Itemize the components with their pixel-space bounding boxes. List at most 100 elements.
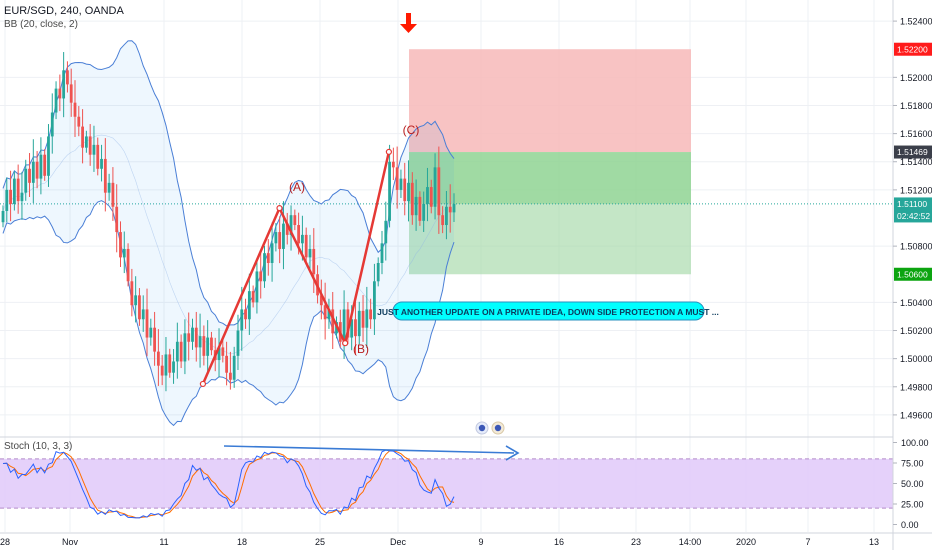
candle-body: [441, 215, 445, 226]
wave-point-0: [199, 380, 207, 388]
candle-body: [9, 189, 12, 204]
candle-body: [81, 126, 84, 148]
candle-body: [172, 361, 175, 373]
time-axis-label: 16: [554, 537, 564, 547]
time-axis-label: 9: [478, 537, 483, 547]
candle-body: [418, 196, 422, 221]
candle-body: [100, 158, 103, 169]
candle-body: [5, 189, 9, 211]
candle-body: [304, 234, 308, 258]
stoch-tick-label: 25.00: [901, 500, 924, 510]
price-tick-label: 1.50800: [900, 242, 932, 252]
time-axis-label: 7: [805, 537, 810, 547]
candle-body: [282, 223, 285, 249]
candle-body: [452, 203, 456, 213]
candle-body: [164, 354, 168, 376]
time-axis-label: Nov: [62, 537, 79, 547]
candle-body: [403, 178, 407, 202]
bb-lower-band: [2, 200, 455, 427]
candles: [1, 52, 456, 392]
candle-body: [289, 215, 293, 235]
candle-body: [380, 243, 384, 264]
candle-body: [270, 243, 274, 264]
candle-body: [141, 309, 145, 320]
candle-body: [153, 327, 156, 352]
candle-body: [202, 336, 206, 356]
candle-body: [43, 154, 47, 176]
candle-body: [179, 341, 183, 362]
candle-body: [198, 336, 202, 348]
candle-body: [448, 206, 452, 213]
price-badge-target: [894, 267, 932, 281]
candle-body: [433, 167, 437, 207]
candle-body: [327, 309, 331, 320]
price-tick-label: 1.51400: [900, 157, 932, 167]
candle-body: [126, 248, 130, 282]
time-axis-label: 2020: [736, 537, 756, 547]
take-profit-zone: [409, 203, 691, 275]
candle-body: [35, 161, 39, 179]
symbol-title: EUR/SGD, 240, OANDA: [4, 5, 124, 17]
event-marker-icon[interactable]: [491, 421, 505, 435]
candle-body: [399, 178, 403, 190]
wave-point-2: [342, 340, 349, 347]
candle-body: [422, 203, 426, 221]
time-axis-label: 14:00: [679, 537, 702, 547]
candle-body: [191, 327, 194, 342]
candle-body: [194, 327, 198, 348]
candle-body: [66, 70, 69, 85]
price-badge-label: 02:42:52: [897, 211, 930, 221]
price-badge-label: 1.52200: [897, 44, 928, 54]
candle-body: [323, 305, 327, 320]
candle-body: [251, 291, 255, 303]
candle-body: [24, 168, 28, 193]
candle-body: [225, 355, 229, 373]
price-tick-label: 1.49800: [900, 382, 932, 392]
event-marker-icon[interactable]: [475, 421, 489, 435]
candle-body: [297, 225, 301, 244]
candle-body: [28, 168, 31, 183]
stoch-tick-label: 0.00: [901, 520, 919, 530]
time-axis-label: 11: [159, 537, 168, 547]
candle-body: [437, 167, 441, 216]
candle-body: [354, 319, 357, 337]
candle-body: [217, 347, 221, 361]
candle-body: [149, 327, 153, 338]
candle-body: [77, 116, 81, 127]
candle-body: [84, 136, 88, 148]
candle-body: [232, 355, 236, 380]
bb-indicator-label: BB (20, close, 2): [4, 19, 78, 30]
candle-body: [319, 295, 323, 306]
candle-body: [384, 220, 388, 244]
candle-body: [206, 337, 210, 356]
candle-body: [187, 333, 191, 342]
time-axis-label: 28: [0, 537, 10, 547]
annotation-callout[interactable]: JUST ANOTHER UPDATE ON A PRIVATE IDEA, D…: [377, 301, 719, 321]
candle-body: [12, 178, 16, 204]
candle-body: [342, 309, 346, 342]
profit-zone-filled: [409, 152, 691, 204]
candle-body: [391, 161, 395, 168]
candle-body: [50, 112, 54, 137]
wave-label-b: (B): [353, 342, 369, 356]
stoch-indicator-label: Stoch (10, 3, 3): [4, 441, 72, 452]
candle-body: [228, 372, 232, 380]
candle-body: [119, 232, 122, 258]
stoch-d-line: [2, 450, 455, 519]
candle-body: [39, 154, 43, 179]
candle-body: [350, 319, 354, 338]
time-axis-label: 18: [237, 537, 247, 547]
price-badge-countdown: [894, 209, 932, 223]
stoch-k-line: [2, 449, 455, 519]
candle-body: [96, 144, 100, 169]
candle-body: [293, 215, 297, 226]
price-badge-entry: [894, 145, 932, 159]
wave-label-c: (C): [403, 123, 420, 137]
candle-body: [308, 248, 312, 258]
time-axis-label: 25: [315, 537, 325, 547]
sell-arrow-icon: [400, 13, 417, 33]
candle-body: [111, 182, 115, 207]
